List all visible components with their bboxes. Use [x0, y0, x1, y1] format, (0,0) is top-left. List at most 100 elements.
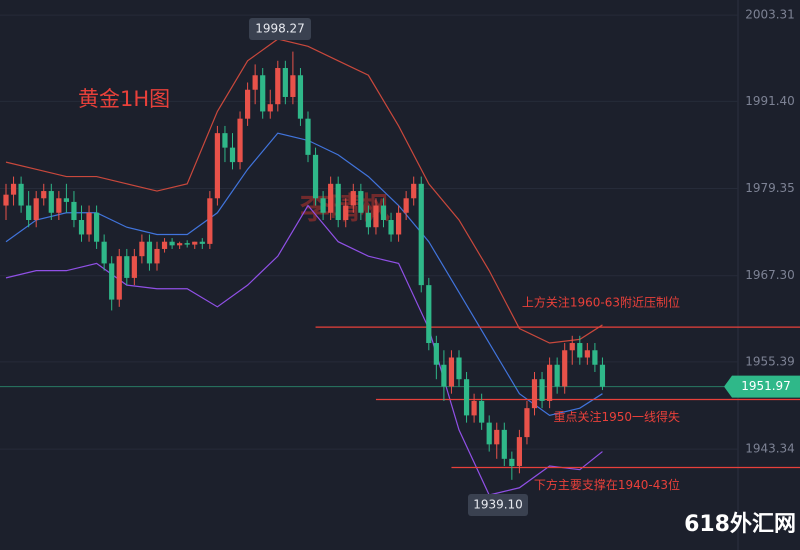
candle-body — [192, 241, 198, 245]
candle-body — [161, 241, 168, 249]
bollinger-band — [5, 38, 603, 344]
candle-body — [509, 458, 515, 467]
candle-body — [3, 194, 9, 206]
candle-body — [305, 118, 311, 155]
candle-body — [146, 241, 153, 264]
candle-body — [584, 350, 590, 358]
candle-body — [252, 75, 258, 90]
candle-body — [516, 437, 522, 467]
candle-body — [380, 205, 387, 220]
candle-body — [418, 183, 424, 286]
candle-body — [350, 191, 356, 206]
y-tick-label: 2003.31 — [745, 8, 795, 22]
candle-body — [267, 104, 273, 112]
candle-body — [177, 243, 183, 246]
candle-body — [577, 343, 583, 358]
candle-body — [403, 198, 409, 213]
candle-body — [260, 75, 266, 112]
candle-body — [94, 212, 100, 242]
candle-body — [237, 118, 243, 163]
candle-body — [109, 263, 115, 300]
candle-body — [282, 68, 288, 97]
candle-body — [131, 256, 137, 278]
candle-body — [328, 183, 334, 213]
candle-body — [335, 183, 341, 220]
candle-body — [486, 422, 492, 445]
candle-body — [494, 429, 500, 445]
price-bubble — [249, 18, 311, 40]
bollinger-band — [5, 204, 603, 496]
candle-body — [33, 198, 39, 220]
level-annotation: 重点关注1950一线得失 — [553, 409, 680, 424]
candle-body — [101, 241, 107, 264]
candle-body — [26, 205, 32, 220]
candle-body — [86, 212, 92, 235]
candle-body — [471, 400, 477, 416]
candle-body — [124, 256, 130, 278]
candle-body — [275, 68, 281, 105]
candle-body — [297, 75, 304, 119]
y-tick-label: 1955.39 — [745, 354, 795, 368]
candle-body — [18, 183, 24, 206]
y-tick-label: 1967.30 — [745, 268, 795, 282]
candle-body — [592, 350, 598, 365]
candle-body — [10, 183, 17, 195]
candle-body — [569, 343, 575, 351]
candle-body — [501, 429, 507, 459]
candle-body — [116, 256, 122, 300]
price-bubble-label: 1998.27 — [255, 22, 305, 36]
y-tick-label: 1979.35 — [745, 181, 795, 195]
candle-body — [222, 133, 228, 148]
current-price-tag — [724, 375, 800, 398]
candle-body — [599, 364, 606, 387]
candle-body — [396, 212, 402, 235]
candle-body — [433, 343, 439, 365]
y-tick-label: 1943.34 — [745, 442, 795, 456]
candle-body — [456, 357, 462, 380]
candle-body — [71, 201, 77, 220]
candle-body — [320, 198, 326, 213]
price-bubble — [468, 494, 528, 516]
current-price-label: 1951.97 — [741, 379, 791, 393]
candle-body — [169, 241, 175, 246]
candle-body — [245, 89, 251, 119]
candle-body — [411, 183, 417, 199]
candle-body — [214, 133, 220, 199]
candle-body — [531, 379, 538, 409]
candle-body — [539, 379, 545, 401]
candle-body — [229, 147, 236, 163]
level-annotation: 上方关注1960-63附近压制位 — [522, 295, 680, 310]
candle-body — [343, 205, 349, 220]
candle-body — [207, 198, 213, 244]
candle-body — [524, 408, 530, 438]
candle-body — [547, 364, 553, 401]
candle-body — [562, 350, 568, 387]
candle-body — [290, 75, 296, 97]
candle-body — [479, 400, 485, 423]
candle-body — [41, 191, 47, 199]
candle-body — [312, 154, 319, 199]
candle-body — [373, 205, 379, 228]
candle-body — [365, 212, 371, 228]
candle-body — [199, 241, 205, 244]
candle-body — [463, 379, 470, 416]
candle-body — [441, 364, 447, 387]
level-annotation: 下方主要支撑在1940-43位 — [534, 477, 680, 492]
candle-body — [388, 220, 394, 235]
candle-body — [426, 285, 432, 344]
candle-body — [56, 198, 62, 213]
candle-body — [184, 243, 190, 245]
candle-body — [78, 220, 85, 235]
candle-body — [448, 357, 455, 387]
candle-body — [358, 191, 364, 213]
price-bubble-label: 1939.10 — [473, 498, 523, 512]
candle-body — [154, 248, 160, 264]
candle-body — [139, 241, 145, 257]
candle-body — [63, 198, 69, 202]
chart-title: 黄金1H图 — [78, 87, 170, 111]
candle-body — [554, 364, 560, 387]
candle-body — [48, 191, 54, 213]
site-logo: 618外汇网 — [684, 511, 796, 537]
